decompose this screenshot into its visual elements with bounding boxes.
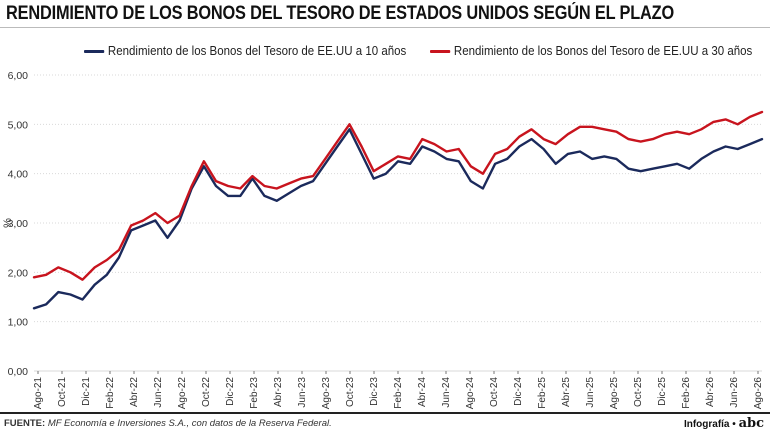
x-tick-label: Ago-21: [33, 377, 44, 410]
legend-item-10y: Rendimiento de los Bonos del Tesoro de E…: [84, 44, 406, 58]
x-tick-label: Ago-24: [465, 377, 476, 410]
source-note: FUENTE: MF Economía e Inversiones S.A., …: [4, 418, 332, 429]
x-tick-label: Abr-22: [129, 377, 140, 407]
legend-swatch-30y: [430, 50, 451, 54]
x-tick-label: Oct-24: [489, 377, 500, 407]
x-tick-label: Ago-22: [177, 377, 188, 410]
chart-title: RENDIMIENTO DE LOS BONOS DEL TESORO DE E…: [6, 3, 675, 24]
credit: Infografía • abc: [684, 416, 764, 431]
x-tick-label: Ago-26: [753, 377, 764, 410]
x-tick-label: Jun-23: [297, 377, 308, 408]
series-line-10y: [32, 128, 764, 310]
series-line-30y: [32, 110, 764, 281]
footer-divider: [0, 412, 770, 414]
x-tick-label: Ago-25: [609, 377, 620, 410]
x-tick-label: Dic-21: [81, 377, 92, 406]
x-tick-label: Dic-25: [657, 377, 668, 406]
x-tick-label: Oct-22: [201, 377, 212, 407]
y-tick-label: 0,00: [8, 366, 29, 378]
source-text: MF Economía e Inversiones S.A., con dato…: [47, 418, 332, 429]
x-tick-label: Dic-24: [513, 377, 524, 406]
x-tick-label: Feb-22: [105, 377, 116, 409]
x-tick-label: Abr-23: [273, 377, 284, 407]
x-tick-label: Oct-23: [345, 377, 356, 407]
legend-label-10y: Rendimiento de los Bonos del Tesoro de E…: [107, 44, 407, 58]
x-tick-label: Dic-23: [369, 377, 380, 406]
x-tick-label: Feb-24: [393, 377, 404, 409]
credit-prefix: Infografía •: [683, 419, 736, 430]
title-divider: [0, 27, 770, 28]
x-tick-label: Abr-24: [417, 377, 428, 407]
y-tick-label: 5,00: [8, 119, 29, 131]
x-tick-label: Jun-26: [729, 377, 740, 408]
legend-swatch-10y: [84, 50, 105, 54]
x-tick-label: Oct-25: [633, 377, 644, 407]
x-tick-label: Jun-25: [585, 377, 596, 408]
x-tick-label: Feb-23: [249, 377, 260, 409]
legend-item-30y: Rendimiento de los Bonos del Tesoro de E…: [430, 44, 752, 58]
x-tick-label: Abr-25: [561, 377, 572, 407]
y-tick-label: 2,00: [8, 267, 29, 279]
x-tick-label: Dic-22: [225, 377, 236, 406]
legend-label-30y: Rendimiento de los Bonos del Tesoro de E…: [453, 44, 753, 58]
x-tick-label: Feb-25: [537, 377, 548, 409]
x-tick-label: Feb-26: [681, 377, 692, 409]
x-tick-label: Ago-23: [321, 377, 332, 410]
brand-logo: abc: [738, 416, 764, 431]
x-tick-label: Abr-26: [705, 377, 716, 407]
x-tick-label: Jun-22: [153, 377, 164, 408]
x-tick-label: Jun-24: [441, 377, 452, 408]
x-tick-label: Oct-21: [57, 377, 68, 407]
y-tick-label: 3,00: [8, 218, 29, 230]
y-tick-label: 1,00: [8, 317, 29, 329]
y-tick-label: 4,00: [8, 169, 29, 181]
y-axis-label: %: [2, 218, 14, 228]
source-label: FUENTE:: [4, 418, 46, 429]
y-tick-label: 6,00: [8, 70, 29, 82]
